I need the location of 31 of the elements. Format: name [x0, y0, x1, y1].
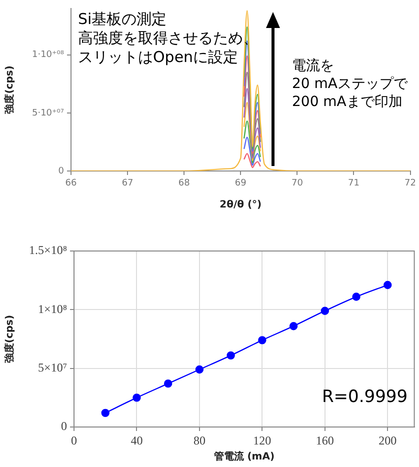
annotation: 20 mAステップで: [292, 76, 408, 94]
y-axis-title: 強度(cps): [4, 314, 16, 364]
y-tick-label: 1.5×10⁸: [29, 243, 67, 258]
y-tick-label: 1×10⁸: [38, 302, 67, 316]
y-tick-label: 5×10⁷: [38, 360, 67, 374]
annotation: R=0.9999: [322, 387, 408, 408]
y-tick-label: 0: [61, 419, 67, 434]
x-tick-label: 72: [404, 178, 416, 189]
x-axis-title: 2θ/θ (°): [220, 200, 262, 211]
x-tick-label: 0: [71, 433, 77, 448]
annotation: 電流を: [292, 58, 334, 76]
x-tick-label: 80: [193, 433, 206, 448]
y-tick-label: 0: [58, 166, 64, 176]
annotation: Si基板の測定: [78, 10, 167, 29]
y-tick-label: 1·10⁺⁰⁸: [32, 50, 64, 60]
y-axis-title: 強度(cps): [4, 66, 16, 114]
x-tick-label: 68: [178, 178, 190, 189]
x-tick-label: 160: [316, 433, 334, 448]
annotation: 200 mAまで印加: [292, 94, 402, 112]
x-tick-label: 200: [378, 433, 397, 448]
x-tick-label: 70: [291, 178, 304, 189]
annotation: スリットはOpenに設定: [78, 48, 238, 67]
x-tick-label: 66: [65, 178, 77, 189]
x-tick-label: 69: [234, 178, 247, 189]
y-tick-label: 5·10⁺⁰⁷: [32, 108, 64, 118]
x-tick-label: 67: [122, 178, 134, 189]
x-tick-label: 120: [253, 433, 272, 448]
x-tick-label: 71: [348, 178, 360, 189]
x-tick-label: 40: [130, 433, 143, 448]
x-axis-title: 管電流 (mA): [212, 450, 275, 463]
annotation: 高強度を取得させるため、: [78, 29, 258, 48]
